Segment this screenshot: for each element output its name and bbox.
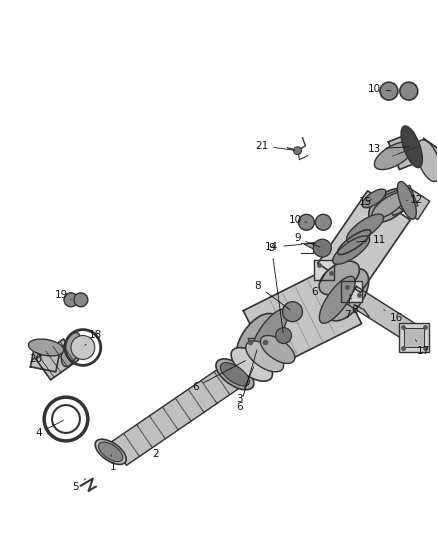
- Ellipse shape: [417, 140, 438, 182]
- Text: 18: 18: [85, 329, 102, 345]
- Ellipse shape: [326, 269, 369, 321]
- Text: 21: 21: [255, 141, 295, 151]
- Polygon shape: [341, 281, 362, 302]
- Text: 6: 6: [311, 274, 325, 297]
- Polygon shape: [385, 185, 418, 215]
- Polygon shape: [244, 266, 362, 368]
- Text: 2: 2: [152, 446, 159, 459]
- Ellipse shape: [346, 214, 384, 243]
- Ellipse shape: [61, 333, 81, 367]
- Text: 16: 16: [384, 310, 403, 322]
- Text: 1: 1: [110, 455, 116, 472]
- Text: 15: 15: [358, 197, 372, 207]
- Text: 6: 6: [192, 361, 245, 392]
- Polygon shape: [31, 342, 61, 372]
- Text: 13: 13: [367, 144, 409, 154]
- Ellipse shape: [216, 359, 254, 390]
- Ellipse shape: [333, 236, 370, 264]
- Text: 3: 3: [237, 367, 254, 404]
- Circle shape: [298, 214, 314, 230]
- Ellipse shape: [99, 442, 123, 462]
- Circle shape: [74, 293, 88, 307]
- Polygon shape: [304, 241, 326, 252]
- Circle shape: [314, 239, 331, 257]
- Circle shape: [276, 328, 292, 343]
- Text: 14: 14: [265, 242, 302, 252]
- Ellipse shape: [397, 182, 416, 219]
- Circle shape: [293, 147, 301, 155]
- Ellipse shape: [362, 189, 386, 208]
- Ellipse shape: [369, 189, 409, 222]
- Ellipse shape: [246, 341, 284, 372]
- Text: 11: 11: [357, 235, 385, 245]
- Ellipse shape: [374, 142, 413, 169]
- Circle shape: [283, 302, 303, 321]
- Text: 6: 6: [237, 350, 257, 412]
- Ellipse shape: [319, 261, 359, 295]
- Polygon shape: [111, 363, 243, 465]
- Polygon shape: [389, 132, 424, 169]
- Text: 4: 4: [36, 421, 64, 438]
- Polygon shape: [398, 188, 430, 220]
- Circle shape: [64, 293, 78, 307]
- Text: 6: 6: [350, 295, 357, 314]
- Circle shape: [380, 82, 398, 100]
- Text: 17: 17: [415, 340, 430, 357]
- Circle shape: [315, 214, 331, 230]
- Circle shape: [71, 336, 95, 359]
- Circle shape: [400, 82, 418, 100]
- Polygon shape: [35, 339, 78, 380]
- Polygon shape: [318, 191, 410, 293]
- Bar: [404, 328, 424, 348]
- Polygon shape: [410, 139, 438, 171]
- Polygon shape: [314, 260, 334, 280]
- Text: 20: 20: [30, 354, 43, 369]
- Ellipse shape: [220, 362, 250, 386]
- Text: 8: 8: [254, 281, 290, 310]
- Ellipse shape: [231, 348, 272, 381]
- Polygon shape: [346, 286, 424, 346]
- Text: 12: 12: [407, 196, 424, 205]
- Ellipse shape: [372, 192, 406, 219]
- Text: 10: 10: [289, 215, 307, 225]
- Ellipse shape: [236, 313, 279, 366]
- Text: 9: 9: [268, 243, 283, 333]
- Bar: [399, 322, 429, 352]
- Ellipse shape: [401, 126, 422, 167]
- Polygon shape: [248, 337, 268, 357]
- Text: 5: 5: [73, 479, 86, 491]
- Text: 9: 9: [294, 233, 320, 247]
- Ellipse shape: [28, 339, 64, 356]
- Ellipse shape: [319, 276, 355, 324]
- Ellipse shape: [252, 309, 288, 356]
- Ellipse shape: [95, 439, 126, 464]
- Text: 19: 19: [54, 290, 71, 300]
- Ellipse shape: [260, 335, 295, 364]
- Text: 10: 10: [367, 84, 391, 94]
- Text: 7: 7: [344, 295, 351, 320]
